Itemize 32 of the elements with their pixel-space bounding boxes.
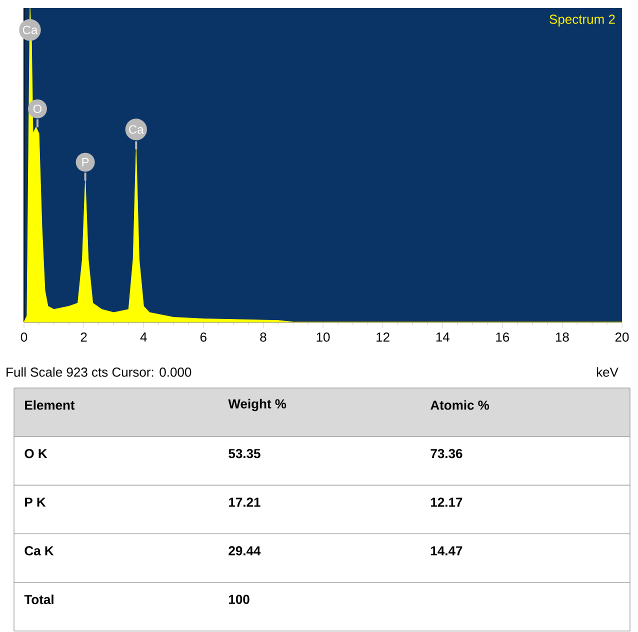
data-label: 12.17 xyxy=(431,498,462,507)
x-tick-label: 14 xyxy=(436,332,450,342)
data-label: 17.21 xyxy=(229,498,260,507)
category-label: P K xyxy=(25,498,46,507)
annotation: Ca xyxy=(129,125,144,134)
x-tick-label: 12 xyxy=(376,332,390,342)
x-tick-label: 0 xyxy=(20,332,28,342)
annotation: O xyxy=(33,104,42,114)
x-tick-label: 4 xyxy=(140,332,147,342)
chart-title: Spectrum 2 xyxy=(550,14,615,26)
x-tick-label: 10 xyxy=(316,332,330,342)
text: Weight % xyxy=(228,398,286,412)
data-label: 29.44 xyxy=(228,546,261,556)
text: Full Scale 923 cts Cursor: 0.000 xyxy=(6,367,192,377)
text: Atomic % xyxy=(430,400,490,410)
category-label: Ca K xyxy=(24,546,54,556)
category-label: O K xyxy=(24,448,48,458)
data-label: 100 xyxy=(229,594,250,604)
text: Element xyxy=(25,400,75,410)
x-tick-label: 6 xyxy=(200,332,206,342)
x-tick-label: 2 xyxy=(80,332,87,342)
annotation: Ca xyxy=(22,26,38,34)
data-label: 53.35 xyxy=(228,448,260,458)
x-axis-title: keV xyxy=(596,367,618,377)
category-label: Total xyxy=(24,594,54,604)
x-tick-label: 20 xyxy=(615,332,629,342)
data-label: 73.36 xyxy=(430,448,462,458)
annotation: P xyxy=(82,158,89,166)
x-tick-label: 18 xyxy=(556,332,569,342)
data-label: 14.47 xyxy=(431,546,462,556)
x-tick-label: 16 xyxy=(496,332,510,342)
x-tick-label: 8 xyxy=(260,332,266,342)
